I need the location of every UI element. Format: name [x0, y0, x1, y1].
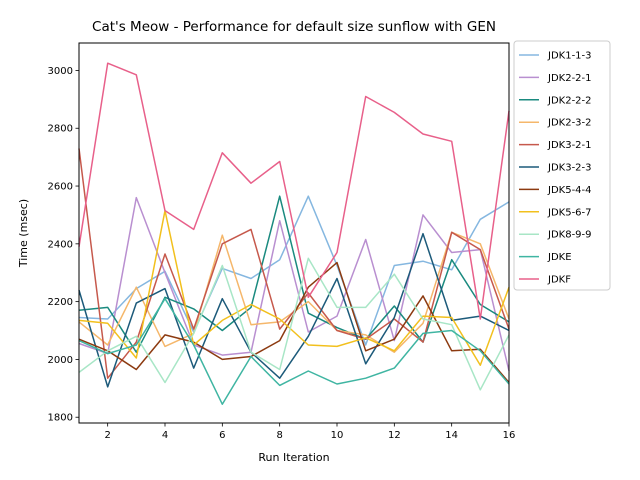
x-tick-label: 14 [445, 430, 458, 441]
legend-label: JDK5-6-7 [547, 207, 592, 218]
x-tick-label: 4 [162, 430, 168, 441]
x-tick-label: 16 [503, 430, 516, 441]
plot-lines [78, 62, 510, 405]
x-tick-label: 6 [219, 430, 225, 441]
y-tick-label: 1800 [48, 413, 73, 424]
x-tick-label: 8 [276, 430, 282, 441]
legend-label: JDK1-1-3 [547, 51, 592, 62]
legend-label: JDKF [547, 275, 571, 286]
y-axis-label: Time (msec) [17, 199, 30, 268]
legend-items: JDK1-1-3 JDK2-2-1 JDK2-2-2 JDK2-3-2 JDK3-2-1… [519, 51, 592, 286]
y-tick-label: 2200 [48, 297, 73, 308]
x-tick-label: 2 [104, 430, 110, 441]
series-line-4 [78, 148, 510, 379]
legend-label: JDK3-2-3 [547, 163, 592, 174]
series-line-5 [78, 232, 510, 388]
series-line-2 [78, 195, 510, 353]
plot-frame [78, 42, 510, 424]
y-axis: 1800 2000 2200 2400 2600 2800 3000 [48, 66, 79, 424]
legend-frame [513, 40, 611, 291]
x-axis: 2 4 6 8 10 12 14 16 [104, 423, 515, 441]
series-line-8 [78, 257, 510, 391]
legend: JDK1-1-3 JDK2-2-1 JDK2-2-2 JDK2-3-2 JDK3-2-1… [513, 40, 611, 291]
series-line-10 [78, 62, 510, 320]
x-tick-label: 12 [388, 430, 401, 441]
y-tick-label: 3000 [48, 66, 73, 77]
series-line-1 [78, 196, 510, 372]
legend-label: JDK2-2-1 [547, 73, 592, 84]
series-line-7 [78, 209, 510, 366]
legend-label: JDK8-9-9 [547, 230, 592, 241]
y-tick-label: 2800 [48, 124, 73, 135]
legend-label: JDK3-2-1 [547, 140, 592, 151]
legend-label: JDK5-4-4 [547, 185, 592, 196]
chart-title: Cat's Meow - Performance for default siz… [92, 19, 496, 35]
x-axis-label: Run Iteration [258, 451, 329, 464]
legend-label: JDK2-2-2 [547, 95, 592, 106]
x-tick-label: 10 [331, 430, 344, 441]
legend-label: JDK2-3-2 [547, 118, 592, 129]
y-tick-label: 2000 [48, 355, 73, 366]
y-tick-label: 2600 [48, 182, 73, 193]
series-line-9 [78, 297, 510, 405]
y-tick-label: 2400 [48, 239, 73, 250]
legend-label: JDKE [547, 252, 572, 263]
